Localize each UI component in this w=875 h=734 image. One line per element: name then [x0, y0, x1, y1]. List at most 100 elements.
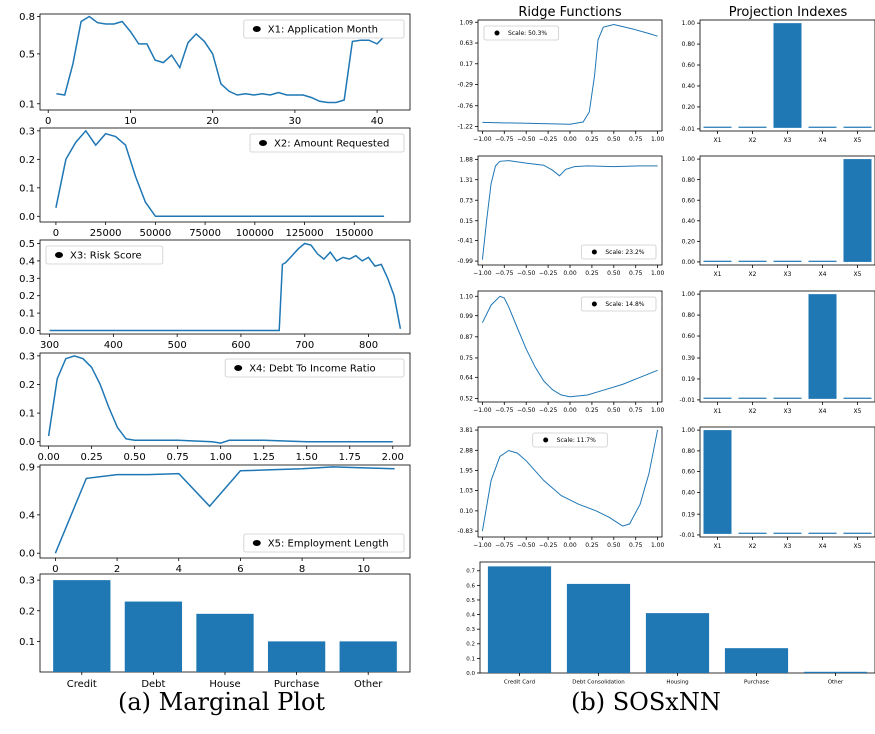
ridge-1-xtick-label: 0.75 — [629, 136, 643, 143]
proj-3-ytick-label: -0.01 — [679, 397, 695, 404]
proj-3-bar-x4 — [808, 294, 837, 399]
marginal-x4-xtick-label: 0.00 — [37, 452, 59, 463]
marginal-x1-ytick-label: 0.8 — [19, 12, 35, 23]
proj-1-bar-x5 — [843, 126, 872, 128]
ridge-1-xtick-label: −0.75 — [495, 136, 514, 143]
ridge-4-xtick-label: −0.50 — [517, 542, 536, 549]
proj-3-ytick-label: 0.39 — [682, 355, 696, 362]
marginal-x5-ytick-label: 0.0 — [19, 549, 35, 560]
proj-1-category-label: X1 — [714, 137, 722, 144]
proj-3-ytick-label: 1.00 — [682, 291, 696, 298]
ridge-3-ytick-label: 0.52 — [460, 396, 474, 403]
marginal-x4-ytick-label: 0.2 — [19, 380, 35, 391]
sosxnn-categorical-ytick-label: 0.5 — [466, 598, 475, 604]
marginal-x4-xtick-label: 0.50 — [124, 452, 146, 463]
proj-1-category-label: X4 — [819, 137, 827, 144]
marginal-x3-ytick-label: 0.1 — [19, 309, 35, 320]
proj-4-bar-x4 — [808, 532, 837, 534]
marginal-x4-xtick-label: 0.75 — [167, 452, 189, 463]
ridge-1-legend-marker — [494, 30, 500, 36]
proj-4-category-label: X5 — [854, 543, 862, 550]
ridge-1-legend-label: Scale: 50.3% — [508, 30, 547, 37]
marginal-x2-series-line — [55, 129, 385, 218]
sosxnn-categorical-ytick-label: 0.7 — [466, 569, 475, 575]
proj-3-category-label: X5 — [854, 408, 862, 415]
marginal-x1-legend-box — [243, 19, 405, 39]
ridge-3-xtick-label: 1.00 — [651, 407, 665, 414]
marginal-x2-legend-box — [249, 133, 405, 153]
ridge-3-ytick-label: 0.64 — [460, 374, 474, 381]
ridge-1-xtick-label: 0.00 — [563, 136, 577, 143]
marginal-x2-ytick-label: 0.2 — [19, 155, 35, 166]
marginal-x2-xtick-label: 100000 — [236, 228, 274, 239]
ridge-1-ytick-label: -0.76 — [457, 103, 473, 110]
ridge-4-xtick-label: −1.00 — [473, 542, 492, 549]
ridge-4-xtick-label: 0.75 — [629, 542, 643, 549]
ridge-2-xtick-label: 0.25 — [585, 270, 599, 277]
proj-3-category-label: X2 — [749, 408, 757, 415]
marginal-x5-xtick-label: 2 — [114, 564, 120, 575]
proj-4-ytick-label: 0.80 — [682, 448, 696, 455]
ridge-4-ytick-label: 3.81 — [460, 427, 474, 434]
marginal-x4-xtick-label: 1.25 — [253, 452, 275, 463]
proj-3-bar-x3 — [773, 397, 802, 399]
marginal-x6-ytick-label: 0.2 — [19, 606, 35, 617]
proj-3-bar-x5 — [843, 397, 872, 399]
marginal-x2-xtick-label: 150000 — [335, 228, 373, 239]
proj-3-bar-x1 — [703, 397, 732, 399]
proj-4-category-label: X4 — [819, 543, 827, 550]
proj-2-category-label: X1 — [714, 271, 722, 278]
marginal-x5-legend-marker — [252, 540, 261, 546]
proj-1-category-label: X3 — [784, 137, 792, 144]
proj-1-bar-x1 — [703, 126, 732, 128]
ridge-1-xtick-label: 0.25 — [585, 136, 599, 143]
marginal-x6-category-label: House — [209, 679, 240, 690]
proj-4-category-label: X3 — [784, 543, 792, 550]
sosxnn-categorical-bar-other — [803, 671, 868, 673]
ridge-2-ytick-label: -0.99 — [457, 258, 473, 265]
marginal-x2-xtick-label: 0 — [53, 228, 59, 239]
proj-3-category-label: X1 — [714, 408, 722, 415]
sosxnn-categorical-bar-purchase — [724, 648, 789, 673]
ridge-4-ytick-label: 0.10 — [460, 508, 474, 515]
marginal-x2-frame — [39, 127, 411, 223]
proj-1-bar-x4 — [808, 126, 837, 128]
ridge-3-xtick-label: 0.25 — [585, 407, 599, 414]
ridge-4-xtick-label: 0.50 — [607, 542, 621, 549]
marginal-x2-xtick-label: 25000 — [90, 228, 122, 239]
ridge-3-legend-box — [580, 296, 657, 312]
caption-marginal-plot: (a) Marginal Plot — [118, 688, 326, 716]
marginal-x2-ytick-label: 0.1 — [19, 183, 35, 194]
marginal-x4-legend-marker — [234, 365, 243, 371]
proj-4-category-label: X2 — [749, 543, 757, 550]
sosxnn-categorical-ytick-label: 0.4 — [466, 613, 475, 619]
sosxnn-categorical-bar-housing — [645, 613, 710, 673]
marginal-x4-frame — [39, 352, 411, 447]
sosxnn-categorical-bar-debt-consolidation — [566, 583, 631, 673]
proj-2-ytick-label: 0.60 — [682, 197, 696, 204]
marginal-x6-ytick-label: 0.3 — [19, 576, 35, 587]
ridge-2-legend-label: Scale: 23.2% — [605, 249, 644, 256]
marginal-x4-series-line — [47, 355, 393, 444]
ridge-functions-header: Ridge Functions — [518, 5, 622, 20]
ridge-1-xtick-label: −0.25 — [539, 136, 558, 143]
marginal-x3-legend-label: X3: Risk Score — [70, 251, 142, 262]
ridge-2-series-line — [481, 160, 658, 260]
marginal-x4-ytick-label: 0.3 — [19, 351, 35, 362]
marginal-x2-legend-marker — [259, 140, 267, 146]
ridge-3-legend-label: Scale: 14.8% — [605, 301, 644, 308]
proj-1-ytick-label: 0.80 — [682, 41, 696, 48]
ridge-2-xtick-label: 0.00 — [563, 270, 577, 277]
marginal-x4-xtick-label: 1.00 — [210, 452, 232, 463]
marginal-x1-xtick-label: 0 — [45, 116, 51, 127]
proj-3-category-label: X3 — [784, 408, 792, 415]
marginal-x3-ytick-label: 0.3 — [19, 274, 35, 285]
ridge-3-xtick-label: 0.75 — [629, 407, 643, 414]
marginal-x3-xtick-label: 800 — [359, 340, 378, 351]
ridge-1-xtick-label: −1.00 — [473, 136, 492, 143]
proj-4-ytick-label: -0.01 — [679, 532, 695, 539]
ridge-2-ytick-label: 1.88 — [460, 157, 474, 164]
ridge-2-ytick-label: 1.31 — [460, 177, 474, 184]
sosxnn-categorical-category-label: Credit Card — [504, 680, 535, 686]
sosxnn-categorical-ytick-label: 0.3 — [466, 627, 475, 633]
